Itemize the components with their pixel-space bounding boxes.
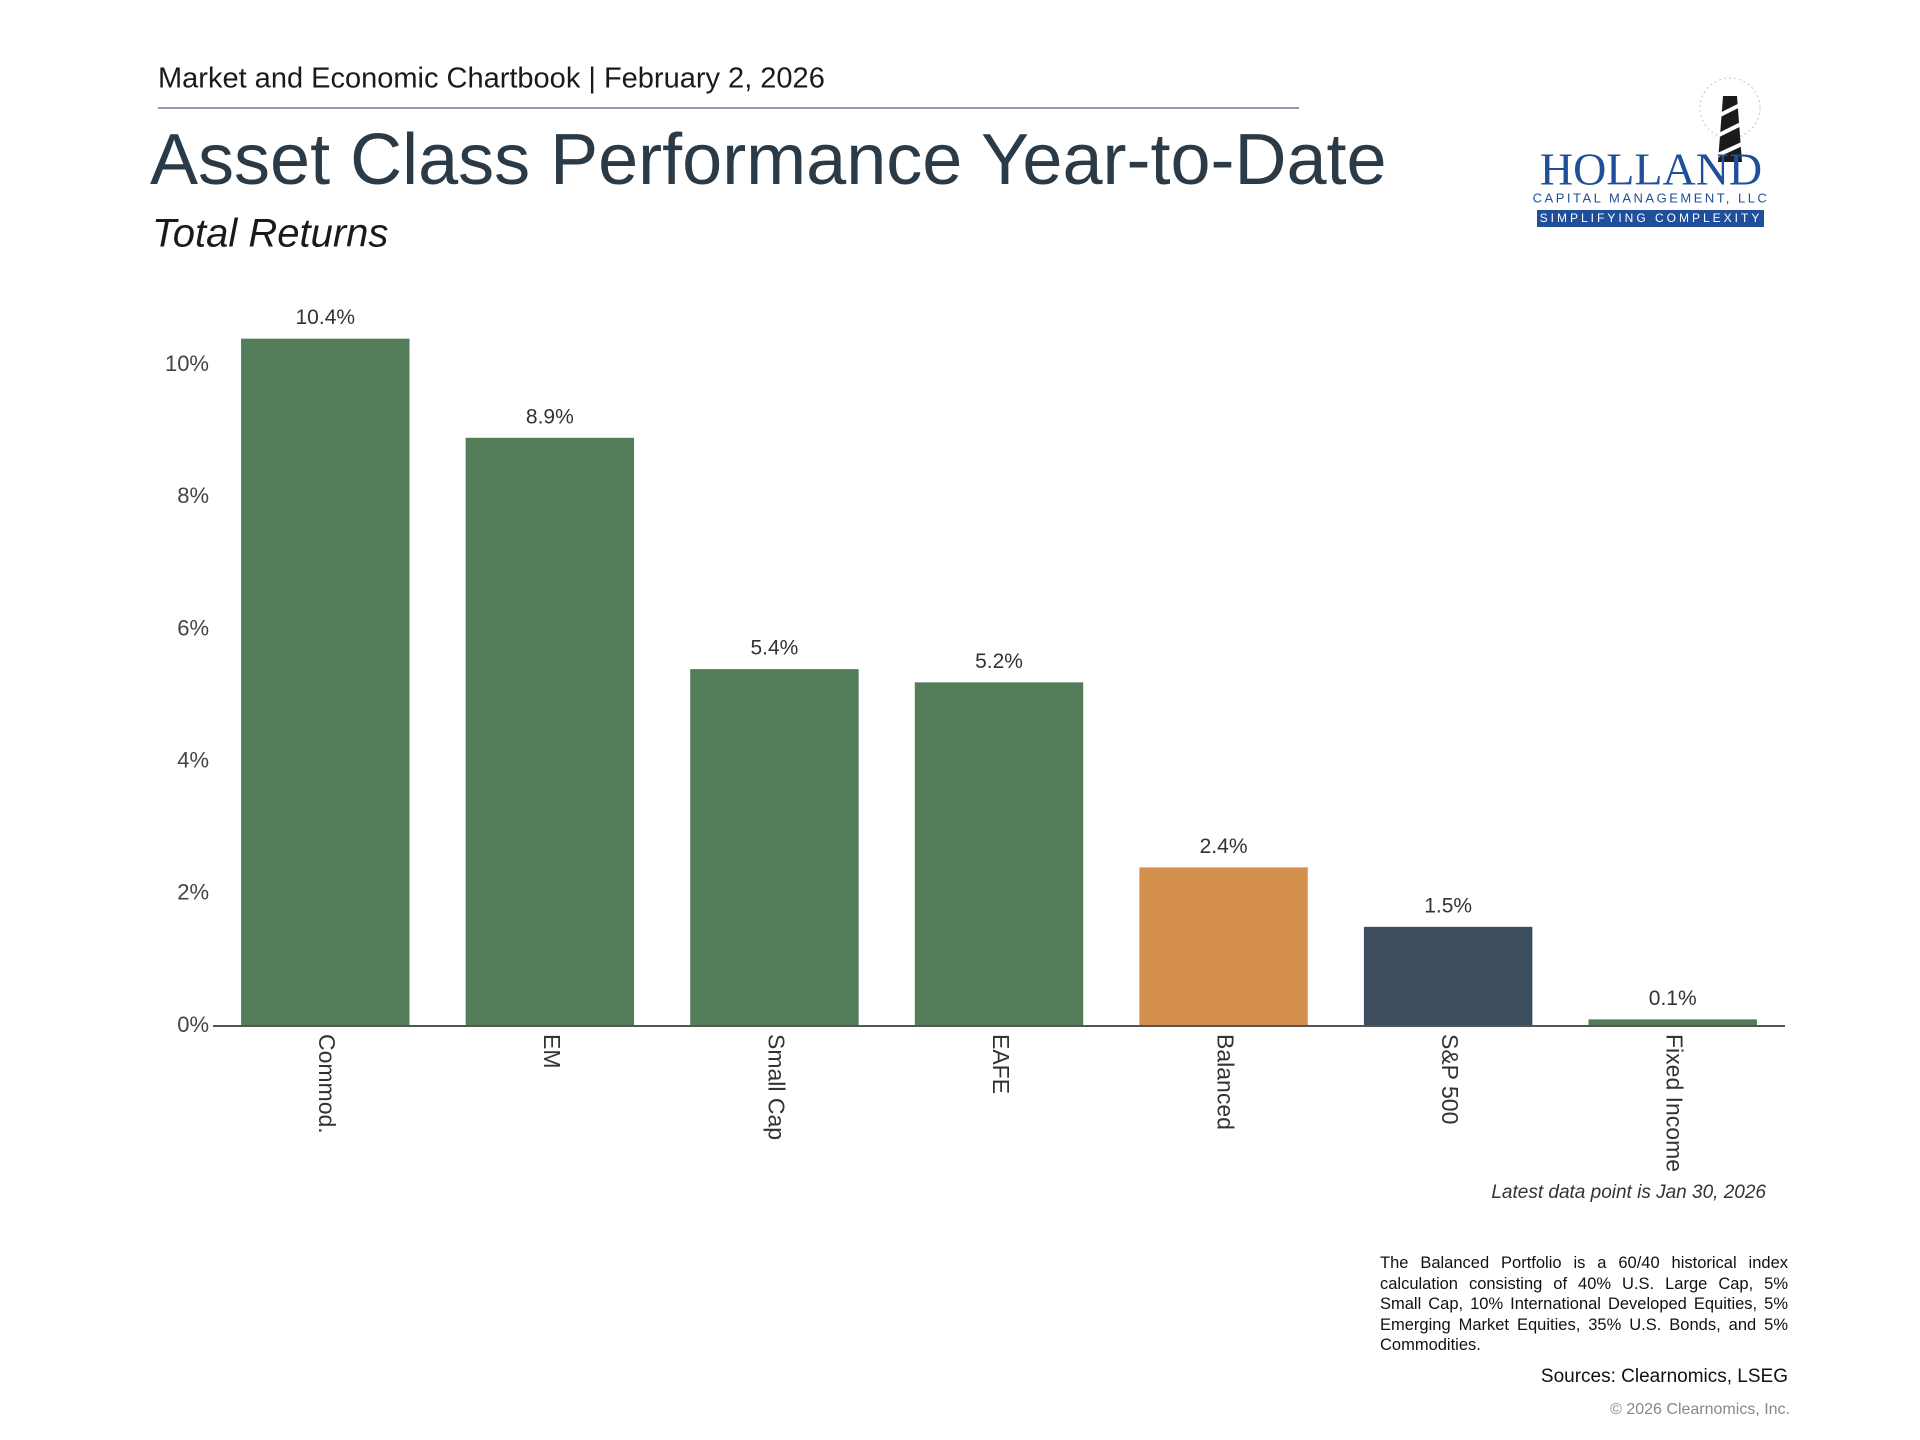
x-tick-label: S&P 500 (1437, 1034, 1463, 1124)
y-tick-label: 8% (177, 483, 209, 508)
sources: Sources: Clearnomics, LSEG (1541, 1366, 1788, 1387)
logo-tagline: SIMPLIFYING COMPLEXITY (1540, 211, 1763, 225)
y-tick-label: 0% (177, 1012, 209, 1037)
x-tick-label: EAFE (988, 1034, 1014, 1094)
bar (690, 669, 859, 1026)
value-label: 5.4% (750, 637, 798, 660)
logo-stripe (1718, 122, 1742, 137)
note: The Balanced Portfolio is a 60/40 histor… (1380, 1254, 1788, 1354)
x-tick-label: Small Cap (763, 1034, 789, 1140)
logo: HOLLAND CAPITAL MANAGEMENT, LLC SIMPLIFY… (1533, 77, 1770, 227)
y-tick-label: 4% (177, 747, 209, 772)
y-tick-label: 10% (165, 351, 209, 376)
logo-name: HOLLAND (1540, 144, 1762, 195)
logo-band (1537, 210, 1764, 227)
logo-rays (1699, 77, 1761, 139)
y-tick-label: 6% (177, 615, 209, 640)
bar (1363, 926, 1533, 1026)
bar (465, 437, 635, 1027)
value-label: 1.5% (1424, 894, 1472, 917)
chart-title: Asset Class Performance Year-to-Date (150, 120, 1387, 200)
logo-company: CAPITAL MANAGEMENT, LLC (1533, 190, 1770, 205)
bar (1139, 867, 1308, 1026)
x-tick-label: EM (539, 1034, 565, 1069)
value-label: 0.1% (1649, 987, 1697, 1010)
value-label: 2.4% (1200, 835, 1248, 858)
y-tick-label: 2% (177, 880, 209, 905)
bar (241, 338, 410, 1026)
chart-subtitle: Total Returns (152, 212, 388, 256)
bar (1588, 1019, 1757, 1026)
header: Market and Economic Chartbook | February… (158, 63, 825, 95)
value-label: 5.2% (975, 650, 1023, 673)
logo-stripe (1717, 142, 1743, 157)
x-tick-label: Commod. (314, 1034, 340, 1134)
footnote: Latest data point is Jan 30, 2026 (1491, 1182, 1766, 1203)
logo-stripe (1719, 103, 1741, 117)
value-label: 8.9% (526, 405, 574, 428)
copyright: © 2026 Clearnomics, Inc. (1610, 1401, 1790, 1418)
value-label: 10.4% (296, 306, 356, 329)
x-tick-label: Fixed Income (1662, 1034, 1688, 1172)
bar (914, 682, 1084, 1026)
x-tick-label: Balanced (1212, 1034, 1238, 1130)
